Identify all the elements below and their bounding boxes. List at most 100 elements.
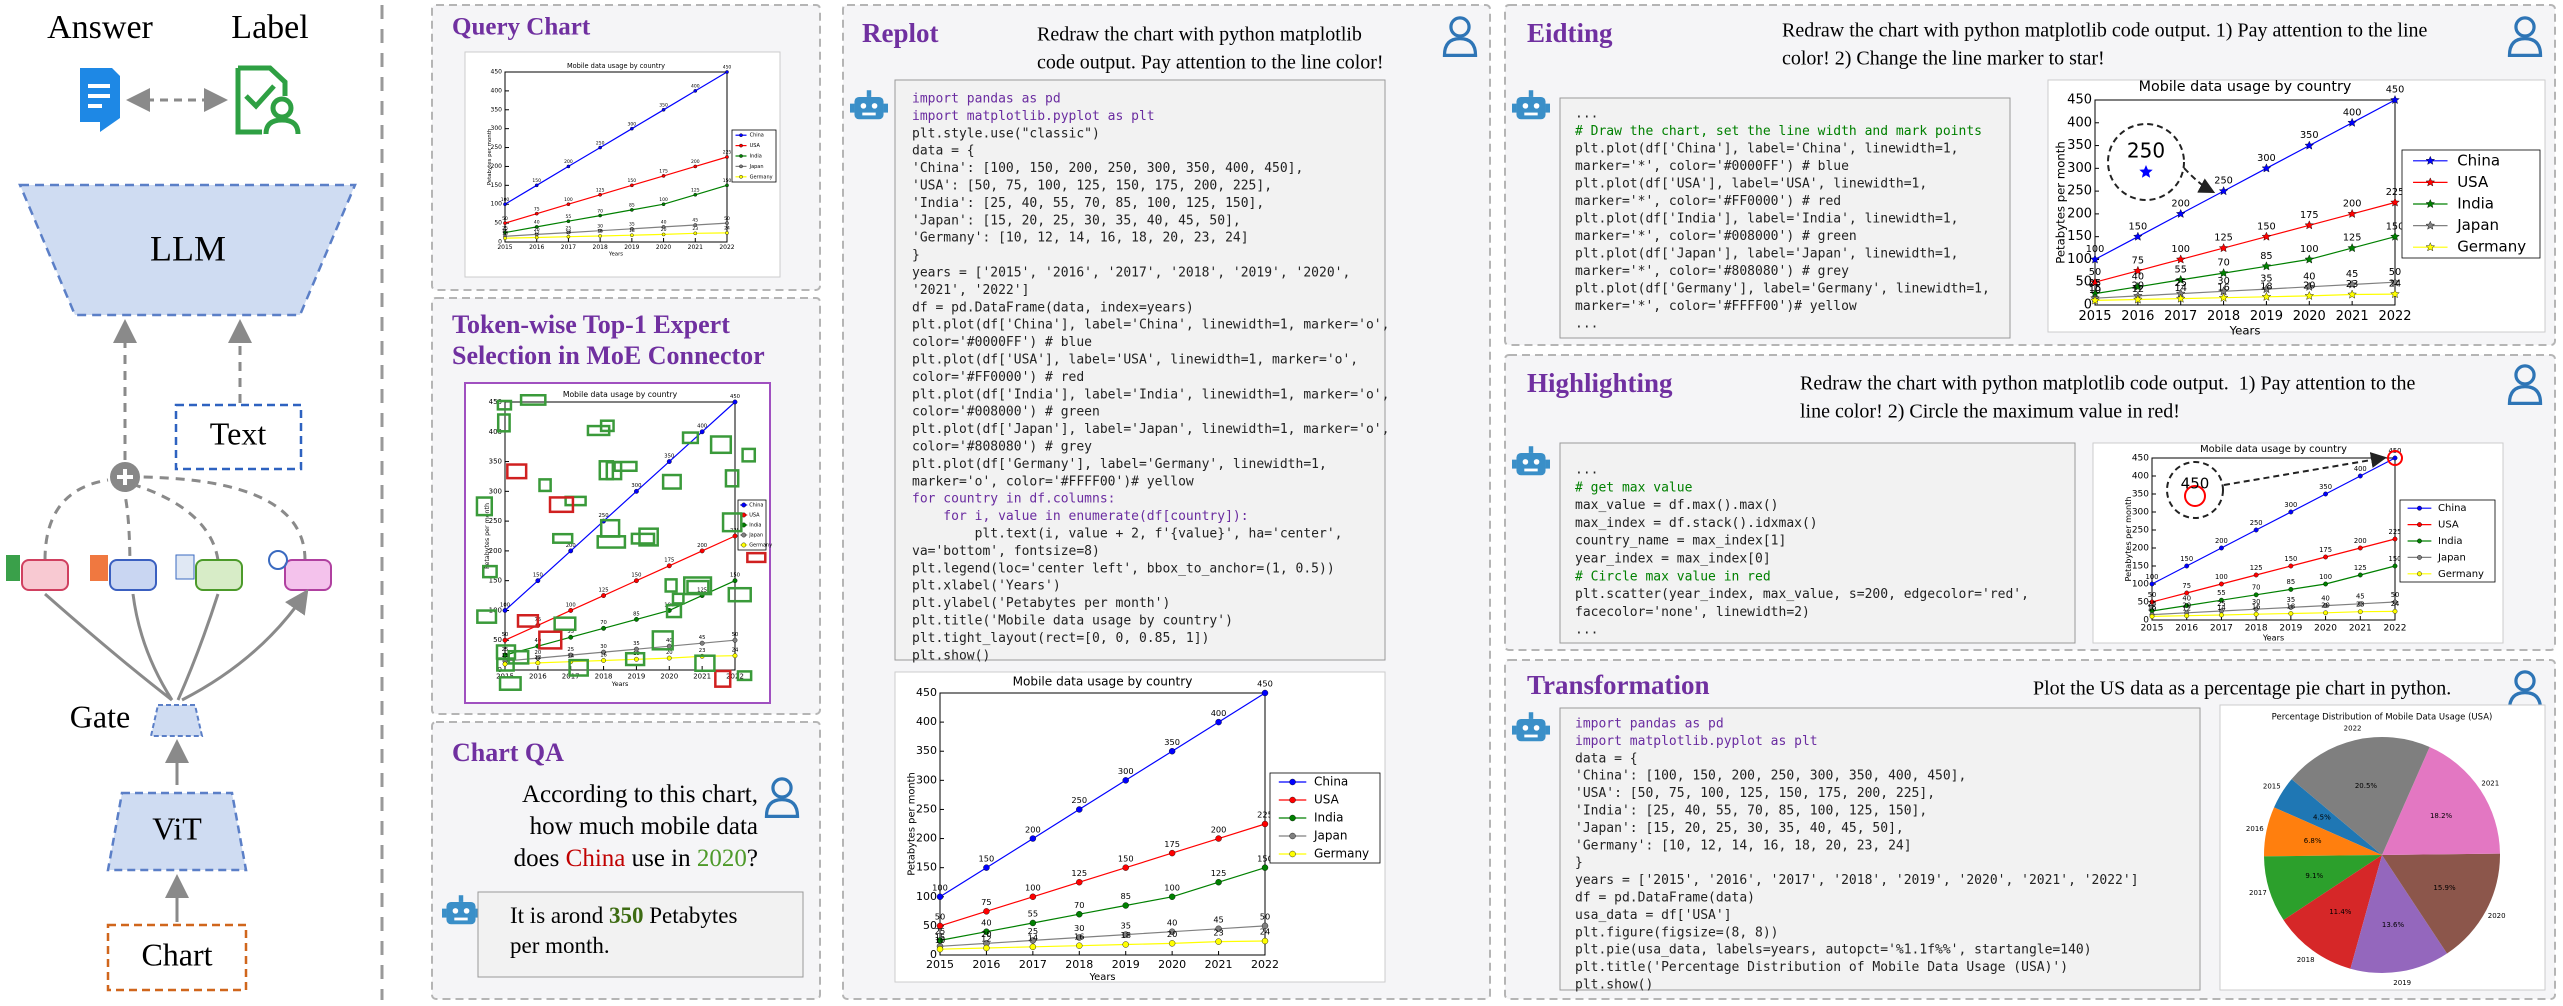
x-tick-label: 2022 <box>2384 624 2407 634</box>
data-label: 40 <box>2321 594 2330 602</box>
y-tick-label: 250 <box>2067 184 2092 199</box>
point <box>2392 455 2398 461</box>
code-line: plt.xlabel('Years') <box>912 579 1061 594</box>
data-label: 40 <box>666 638 673 644</box>
data-label: 150 <box>2257 221 2276 232</box>
expert-box <box>538 630 563 650</box>
x-tick-label: 2016 <box>2175 624 2198 634</box>
x-tick-label: 2018 <box>2245 624 2268 634</box>
point <box>634 646 639 652</box>
y-tick-label: 50 <box>493 636 502 644</box>
data-label: 45 <box>692 218 698 224</box>
data-label: 23 <box>1213 927 1224 937</box>
x-tick-label: 2022 <box>726 672 744 680</box>
data-label: 100 <box>564 197 573 203</box>
line-chart: Mobile data usage by country050100150200… <box>2092 442 2504 644</box>
data-label: 45 <box>1213 915 1224 925</box>
data-label: 100 <box>2319 573 2332 581</box>
expert-box <box>498 676 522 691</box>
point <box>2149 581 2155 587</box>
point <box>502 608 508 613</box>
data-label: 20 <box>666 650 673 656</box>
y-tick-label: 250 <box>491 144 503 151</box>
legend-marker <box>2417 555 2422 560</box>
data-label: 35 <box>1120 920 1131 930</box>
code-line: df = pd.DataFrame(data, index=years) <box>912 300 1194 315</box>
point <box>568 548 574 554</box>
instruction: code output. Pay attention to the line c… <box>1037 52 1384 74</box>
point <box>2357 609 2363 615</box>
data-label: 20 <box>2321 602 2330 610</box>
data-label: 20 <box>2132 280 2144 291</box>
point <box>535 660 541 666</box>
text-span: does <box>514 845 566 872</box>
data-label: 14 <box>2175 283 2187 294</box>
data-label: 40 <box>2132 271 2144 282</box>
pie-slice <box>2382 747 2500 855</box>
point <box>2357 473 2363 479</box>
data-label: 14 <box>567 654 574 660</box>
point <box>534 235 539 240</box>
qa-text: how much mobile data <box>530 813 758 840</box>
data-label: 125 <box>691 187 700 193</box>
data-label: 20 <box>1167 929 1178 939</box>
data-label: 25 <box>1028 926 1039 936</box>
pie-value-label: 20.5% <box>2355 782 2378 790</box>
series-line <box>939 823 1266 927</box>
text-span: According to this chart, <box>522 781 758 808</box>
point <box>2175 254 2186 264</box>
data-label: 400 <box>697 424 707 430</box>
expert-box <box>548 496 575 514</box>
code-line: # Draw the chart, set the line width and… <box>1575 124 1982 139</box>
data-label: 30 <box>600 644 607 650</box>
code-line: plt.plot(df['China'], label='China', lin… <box>912 318 1389 333</box>
point <box>1076 911 1083 918</box>
point <box>601 649 606 655</box>
point <box>601 593 606 598</box>
expert-box <box>694 654 716 672</box>
point <box>983 944 990 952</box>
code-line: max_index = df.stack().idxmax() <box>1575 516 1818 531</box>
data-label: 18 <box>629 228 635 234</box>
point <box>2392 608 2398 614</box>
point <box>1168 849 1176 857</box>
data-label: 125 <box>599 587 609 593</box>
point <box>1122 902 1129 909</box>
point <box>732 533 738 539</box>
x-tick-label: 2021 <box>693 672 711 680</box>
y-tick-label: 0 <box>930 948 937 961</box>
text-span: how much mobile data <box>530 813 758 840</box>
data-label: 150 <box>533 573 543 579</box>
point <box>502 661 508 667</box>
code-line: plt.legend(loc='center left', bbox_to_an… <box>912 561 1335 576</box>
data-label: 12 <box>534 230 540 236</box>
pie-category-label: 2018 <box>2297 956 2315 964</box>
legend-label: India <box>2438 536 2463 547</box>
data-label: 20 <box>2303 280 2315 291</box>
expert-box <box>741 447 757 463</box>
line-chart: Mobile data usage by country050100150200… <box>464 51 781 278</box>
point <box>2347 279 2357 289</box>
instruction: Redraw the chart with python matplotlib <box>1037 24 1362 46</box>
data-label: 125 <box>2214 233 2233 244</box>
x-tick-label: 2015 <box>926 958 954 971</box>
legend-marker <box>2425 220 2436 230</box>
point <box>2357 601 2363 607</box>
text-span: It is arond <box>510 903 609 928</box>
point <box>598 234 602 238</box>
expert-box <box>475 496 494 517</box>
text-span: 350 <box>609 903 644 928</box>
point <box>598 192 602 197</box>
legend-marker <box>1289 778 1296 786</box>
data-label: 55 <box>566 214 572 220</box>
code-line: data = { <box>1575 751 1638 766</box>
y-tick-label: 450 <box>2132 454 2149 464</box>
point <box>1215 718 1222 726</box>
legend-marker <box>741 502 747 508</box>
point <box>983 928 990 935</box>
data-label: 45 <box>2356 593 2365 601</box>
point <box>2288 563 2294 569</box>
x-tick-label: 2015 <box>497 244 512 251</box>
y-tick-label: 300 <box>489 487 502 495</box>
data-label: 300 <box>628 121 637 127</box>
